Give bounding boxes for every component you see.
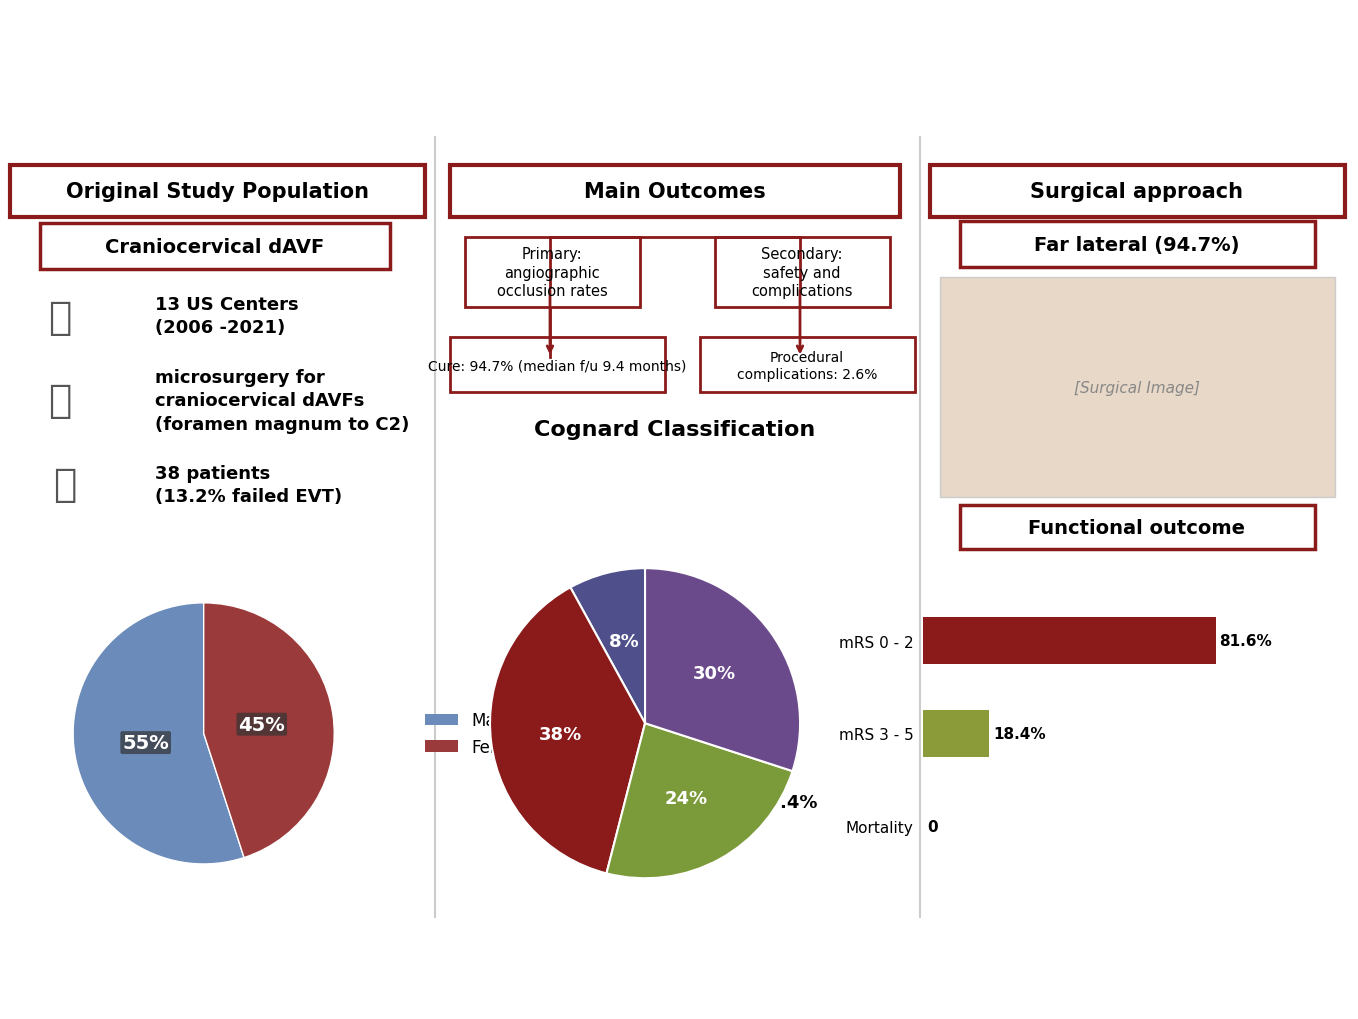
Text: Presenting with SAH: 47.4%: Presenting with SAH: 47.4% bbox=[532, 794, 818, 811]
Text: Far lateral (94.7%): Far lateral (94.7%) bbox=[1035, 235, 1240, 255]
Bar bbox=[449, 166, 900, 218]
Text: 38%: 38% bbox=[539, 726, 583, 743]
Text: Surgical approach: Surgical approach bbox=[1031, 182, 1244, 202]
Text: Please refer to this article online at neurosurgery-online.com for full copyrigh: Please refer to this article online at n… bbox=[27, 1007, 437, 1016]
Wedge shape bbox=[204, 603, 334, 858]
Text: 📋: 📋 bbox=[49, 382, 72, 420]
Text: Microsurgical Obliteration of Craniocervical Junction Dural Arteriovenous Fistul: Microsurgical Obliteration of Craniocerv… bbox=[0, 32, 1358, 61]
Text: Salem et al: Salem et al bbox=[27, 944, 141, 962]
Text: Cure: 94.7% (median f/u 9.4 months): Cure: 94.7% (median f/u 9.4 months) bbox=[428, 359, 686, 373]
Text: 👥: 👥 bbox=[53, 466, 76, 503]
Bar bbox=[923, 710, 990, 757]
Text: 18.4%: 18.4% bbox=[993, 727, 1046, 741]
Bar bbox=[960, 222, 1315, 268]
Text: Original Study Population: Original Study Population bbox=[65, 182, 368, 202]
Text: 45%: 45% bbox=[239, 715, 285, 734]
Text: Cognard Classification: Cognard Classification bbox=[535, 420, 816, 440]
Text: 13 US Centers
(2006 -2021): 13 US Centers (2006 -2021) bbox=[155, 296, 299, 337]
Wedge shape bbox=[645, 569, 800, 771]
Text: Secondary:
safety and
complications: Secondary: safety and complications bbox=[751, 247, 853, 300]
Bar bbox=[716, 238, 889, 308]
Wedge shape bbox=[73, 603, 244, 864]
Bar bbox=[10, 166, 425, 218]
Text: THE REGISTER OF THE NEUROSURGICAL MEME: THE REGISTER OF THE NEUROSURGICAL MEME bbox=[937, 998, 1116, 1007]
Text: 0: 0 bbox=[928, 819, 937, 834]
Text: NEUR: NEUR bbox=[883, 952, 995, 985]
Text: Retreatment 5.3%: Retreatment 5.3% bbox=[1044, 763, 1229, 782]
Text: Published by Wolters Kluwer on behalf of the Congress of Neurological Surgeons: Published by Wolters Kluwer on behalf of… bbox=[27, 991, 420, 1001]
Text: Main Outcomes: Main Outcomes bbox=[584, 182, 766, 202]
Text: Multicenter Experience: Multicenter Experience bbox=[481, 77, 877, 106]
Bar bbox=[39, 224, 390, 270]
Text: microsurgery for
craniocervical dAVFs
(foramen magnum to C2): microsurgery for craniocervical dAVFs (f… bbox=[155, 369, 409, 433]
Text: 55%: 55% bbox=[122, 734, 168, 752]
Bar bbox=[699, 338, 915, 393]
Wedge shape bbox=[570, 569, 645, 723]
Text: [Surgical Image]: [Surgical Image] bbox=[1074, 380, 1200, 395]
Wedge shape bbox=[490, 588, 645, 873]
Text: ⚙: ⚙ bbox=[978, 954, 1005, 983]
Text: Craniocervical dAVF: Craniocervical dAVF bbox=[106, 237, 325, 257]
Text: 🏛: 🏛 bbox=[49, 299, 72, 337]
Text: 24%: 24% bbox=[664, 789, 708, 807]
Legend: Male, Female: Male, Female bbox=[418, 705, 538, 762]
Bar bbox=[940, 278, 1335, 498]
Text: 38 patients
(13.2% failed EVT): 38 patients (13.2% failed EVT) bbox=[155, 464, 342, 505]
Bar bbox=[464, 238, 640, 308]
Text: 8%: 8% bbox=[608, 632, 640, 650]
Text: Primary:
angiographic
occlusion rates: Primary: angiographic occlusion rates bbox=[497, 247, 607, 300]
Text: Procedural
complications: 2.6%: Procedural complications: 2.6% bbox=[737, 351, 877, 381]
Bar bbox=[449, 338, 665, 393]
Text: 81.6%: 81.6% bbox=[1219, 634, 1272, 648]
Text: Functional outcome: Functional outcome bbox=[1028, 519, 1245, 537]
Text: 30%: 30% bbox=[693, 664, 736, 683]
Text: SURGERY: SURGERY bbox=[1025, 952, 1214, 985]
Wedge shape bbox=[607, 723, 793, 878]
Bar bbox=[960, 505, 1315, 550]
Legend: type IIb, type III, type IV, type V: type IIb, type III, type IV, type V bbox=[932, 676, 1044, 771]
Bar bbox=[930, 166, 1344, 218]
Bar bbox=[923, 618, 1215, 664]
